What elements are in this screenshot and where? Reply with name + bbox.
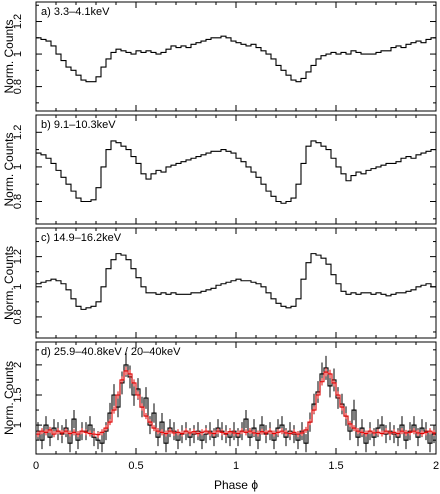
y-tick-label: 1 [12,284,24,290]
x-tick-label: 0.5 [128,460,143,472]
y-axis-label: Norm. Counts [2,361,16,435]
y-tick-label: 0.8 [12,79,24,94]
panel-title: b) 9.1–10.3keV [41,119,116,131]
y-axis-label: Norm. Counts [2,246,16,320]
x-tick-label: 1.5 [328,460,343,472]
y-axis-label: Norm. Counts [2,19,16,93]
series-group [36,140,436,204]
panel-title: d) 25.9–40.8keV / 20–40keV [41,346,181,358]
series-1-line [36,253,436,310]
y-tick-label: 1 [12,422,24,428]
panel-title: a) 3.3–4.1keV [41,6,110,18]
panel-frame [35,227,437,339]
series-1-line [36,35,436,83]
y-tick-label: 0.8 [12,194,24,209]
y-tick-label: 1.2 [12,125,24,140]
series-1-line [36,364,436,444]
x-tick-label: 1 [233,460,239,472]
x-tick-label: 0 [33,460,39,472]
panel-title: c) 14.9–16.2keV [41,232,122,244]
y-axis-label: Norm. Counts [2,132,16,206]
panel-frame [35,1,437,112]
series-2-line [36,370,436,436]
y-tick-label: 1.2 [12,14,24,29]
y-tick-label: 1.5 [12,387,24,402]
series-1-line [36,140,436,204]
panel-frame [35,114,437,225]
x-axis: 0 0.5 1 1.5 2 [33,460,439,472]
y-tick-label: 2 [12,362,24,368]
x-tick-label: 2 [433,460,439,472]
series-group [36,352,436,453]
x-axis-label: Phase ϕ [214,478,258,492]
series-group [36,253,436,310]
y-tick-label: 0.8 [12,309,24,324]
y-tick-label: 1 [12,164,24,170]
series-group [36,35,436,83]
y-tick-label: 1.2 [12,249,24,264]
y-tick-label: 1 [12,51,24,57]
